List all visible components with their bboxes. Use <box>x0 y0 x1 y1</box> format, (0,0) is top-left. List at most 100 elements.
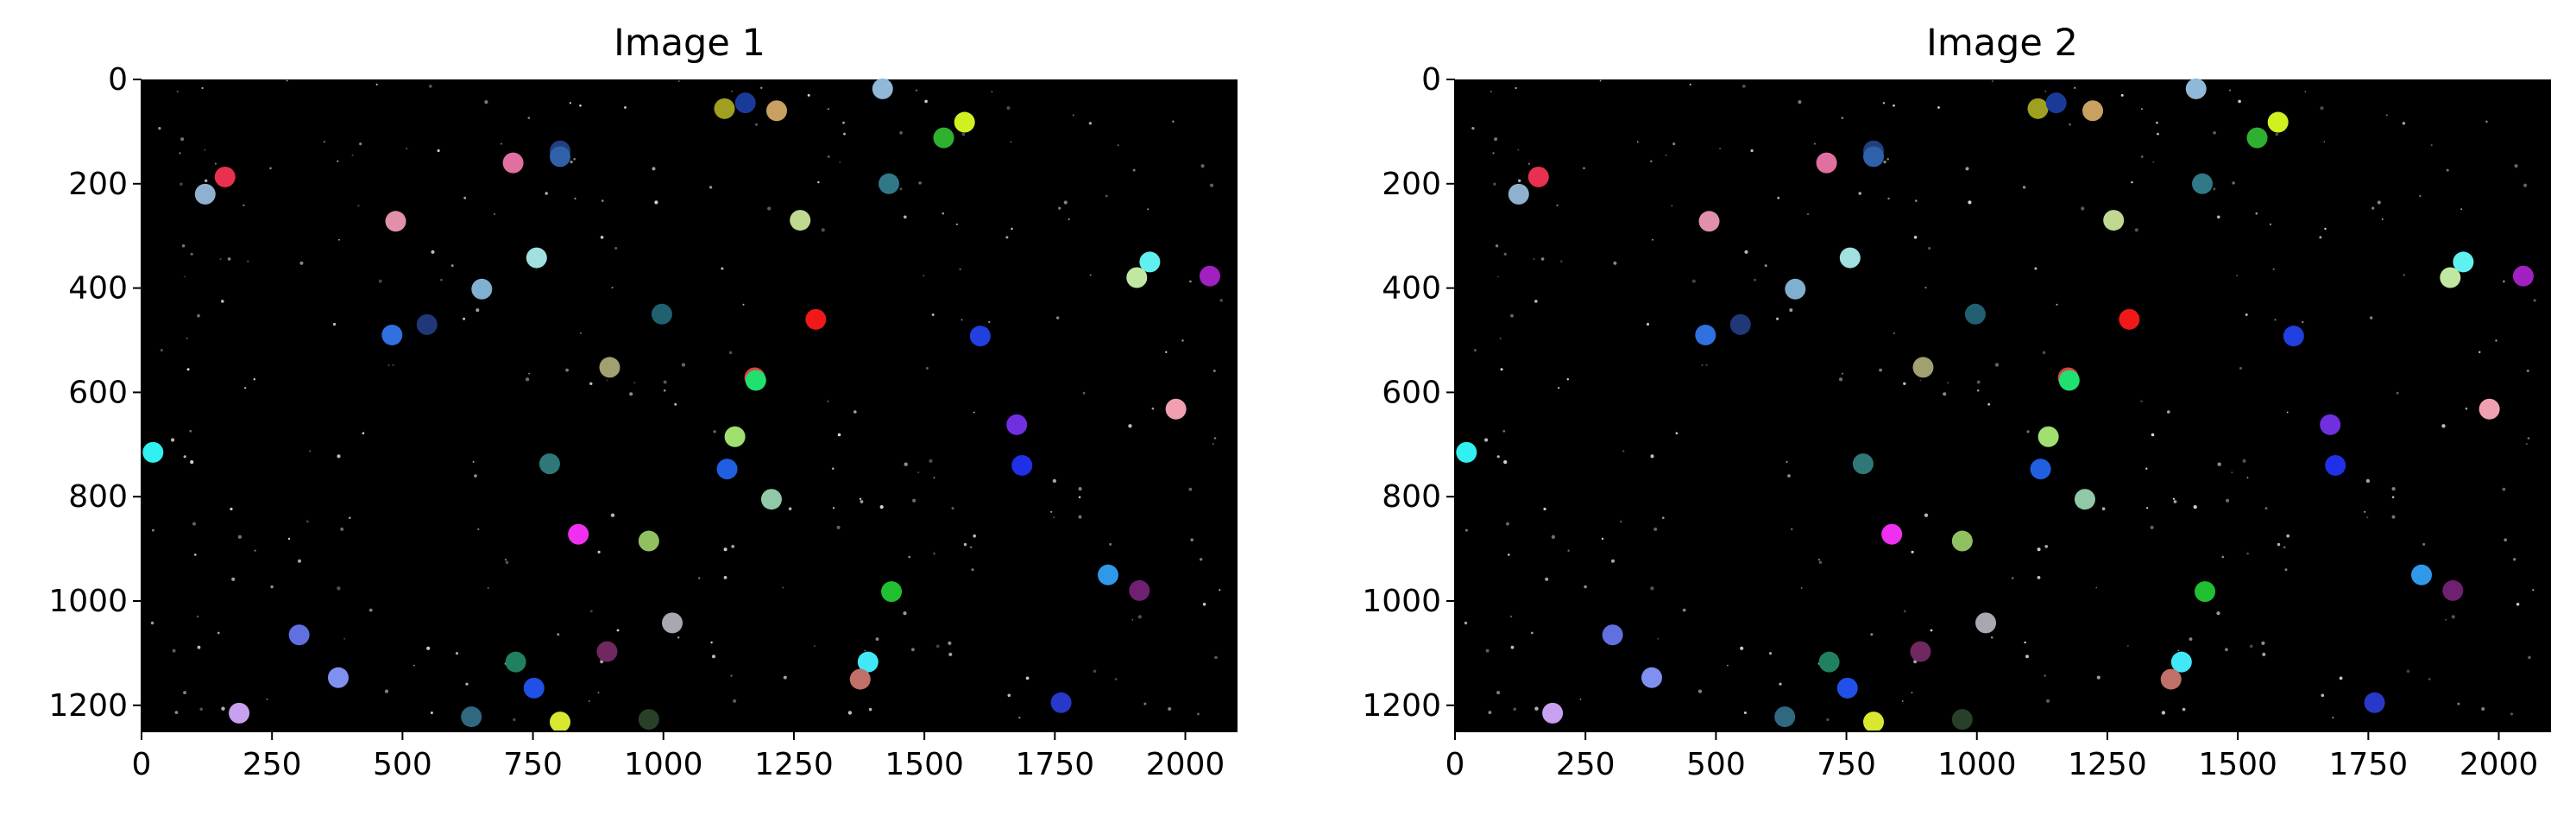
star-dot <box>2069 123 2071 126</box>
star-dot <box>600 236 604 239</box>
star-dot <box>1165 351 1168 353</box>
star-dot <box>633 382 636 384</box>
data-point <box>638 709 659 731</box>
star-dot <box>2140 155 2144 158</box>
star-dot <box>760 86 763 90</box>
star-dot <box>843 132 846 136</box>
data-point <box>745 370 766 391</box>
data-point <box>526 247 547 269</box>
star-dot <box>362 432 365 435</box>
star-dot <box>988 320 991 324</box>
star-dot <box>1050 510 1053 513</box>
star-dot <box>2269 223 2271 225</box>
star-dot <box>1188 487 1193 491</box>
star-dot <box>1744 250 1748 254</box>
star-dot <box>230 507 233 511</box>
star-dot <box>1556 204 1559 206</box>
star-dot <box>1838 377 1843 382</box>
star-dot <box>813 645 816 648</box>
star-dot <box>2056 303 2058 306</box>
data-point <box>1139 251 1161 273</box>
data-point <box>2027 98 2049 119</box>
star-dot <box>1740 646 1744 650</box>
data-point <box>214 166 236 187</box>
star-dot <box>1584 585 1587 589</box>
data-point <box>2185 78 2207 99</box>
star-dot <box>1527 162 1530 165</box>
star-dot <box>847 711 853 715</box>
star-dot <box>629 392 633 396</box>
star-dot <box>1665 154 1667 156</box>
star-dot <box>1994 363 2000 367</box>
star-dot <box>2495 339 2497 342</box>
star-dot <box>455 652 459 655</box>
star-dot <box>915 89 918 92</box>
star-dot <box>2441 424 2446 428</box>
star-dot <box>2044 90 2047 92</box>
star-dot <box>817 180 820 184</box>
star-dot <box>1611 559 1615 563</box>
data-point <box>2160 668 2182 690</box>
star-dot <box>476 308 480 313</box>
star-dot <box>1509 615 1513 618</box>
data-point <box>2192 173 2214 194</box>
data-point <box>2074 489 2095 510</box>
data-point <box>596 641 618 662</box>
star-dot <box>570 160 573 164</box>
star-dot <box>1011 227 1013 231</box>
star-dot <box>1006 106 1011 111</box>
star-dot <box>1114 678 1118 680</box>
data-point <box>1852 453 1874 475</box>
data-point <box>2030 459 2051 480</box>
star-dot <box>1485 648 1490 653</box>
star-dot <box>2277 542 2281 547</box>
x-tick-label: 750 <box>503 747 563 782</box>
star-dot <box>1200 164 1205 168</box>
data-point <box>1836 677 1858 699</box>
star-dot <box>1727 664 1729 667</box>
data-point <box>1602 624 1623 646</box>
star-dot <box>1190 538 1194 541</box>
data-point <box>381 324 403 345</box>
star-dot <box>2221 555 2225 559</box>
star-dot <box>2371 206 2375 210</box>
star-dot <box>2246 552 2249 555</box>
star-dot <box>1181 339 1184 342</box>
y-tick-label: 600 <box>1382 375 1441 410</box>
star-dot <box>2242 459 2246 463</box>
data-point <box>2453 251 2474 273</box>
star-dot <box>1903 610 1906 613</box>
star-dot <box>2231 471 2233 474</box>
data-point <box>568 523 589 545</box>
star-dot <box>1506 522 1509 526</box>
data-point <box>1695 324 1716 345</box>
data-point <box>1098 564 1119 585</box>
star-dot <box>2523 183 2528 187</box>
star-dot <box>2526 370 2529 372</box>
star-dot <box>589 382 593 385</box>
star-dot <box>1652 238 1653 241</box>
star-dot <box>359 142 362 146</box>
star-dot <box>1798 100 1802 104</box>
star-dot <box>1903 382 1906 385</box>
star-dot <box>430 712 433 714</box>
data-point <box>1881 523 1903 545</box>
data-point <box>734 92 756 114</box>
star-dot <box>1637 141 1639 142</box>
star-dot <box>1534 300 1538 303</box>
data-point <box>724 426 746 447</box>
star-dot <box>1147 208 1149 211</box>
y-tick-label: 200 <box>68 167 128 202</box>
star-dot <box>1841 117 1844 119</box>
star-dot <box>2457 702 2460 705</box>
star-dot <box>1800 587 1803 589</box>
star-dot <box>2140 400 2143 402</box>
star-dot <box>450 264 454 268</box>
x-tick-label: 1750 <box>1016 747 1095 782</box>
star-dot <box>1488 711 1492 714</box>
star-dot <box>1117 144 1119 147</box>
star-dot <box>2525 443 2528 446</box>
star-dot <box>392 364 394 367</box>
star-dot <box>343 637 346 640</box>
star-dot <box>1675 432 1678 435</box>
